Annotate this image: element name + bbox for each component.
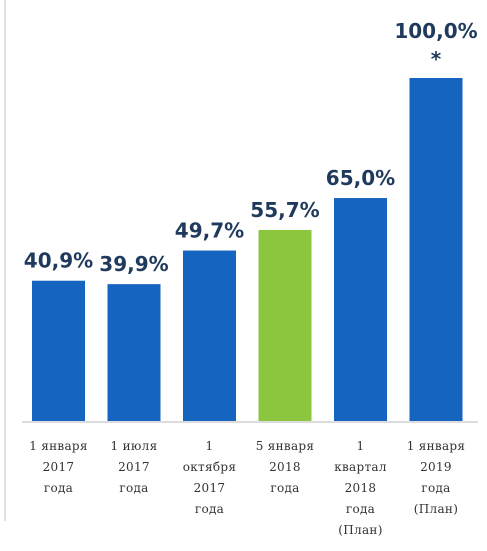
- x-tick-label-1: 1 января 2017 года: [29, 439, 88, 495]
- x-tick-label-3: 1 октября 2017 года: [183, 439, 237, 516]
- x-tick-label-6: 1 января 2019 года (План): [407, 439, 466, 516]
- value-label-2: 39,9%: [99, 252, 168, 276]
- value-label-1: 40,9%: [24, 249, 93, 273]
- footnote-mark-6: *: [431, 47, 442, 71]
- value-label-4: 55,7%: [250, 198, 319, 222]
- x-tick-label-5: 1 квартал 2018 года (План): [334, 439, 387, 537]
- bar-1: [32, 280, 85, 421]
- left-border-line: [4, 0, 6, 521]
- value-label-3: 49,7%: [175, 219, 244, 243]
- bar-5: [334, 198, 387, 421]
- bar-3: [183, 250, 236, 421]
- bar-4: [258, 229, 312, 421]
- x-tick-label-4: 5 января 2018 года: [256, 439, 315, 495]
- bar-2: [107, 284, 161, 421]
- bar-6: [409, 78, 463, 421]
- value-label-6: 100,0%: [394, 19, 477, 43]
- value-label-5: 65,0%: [326, 166, 395, 190]
- x-tick-label-2: 1 июля 2017 года: [111, 439, 158, 495]
